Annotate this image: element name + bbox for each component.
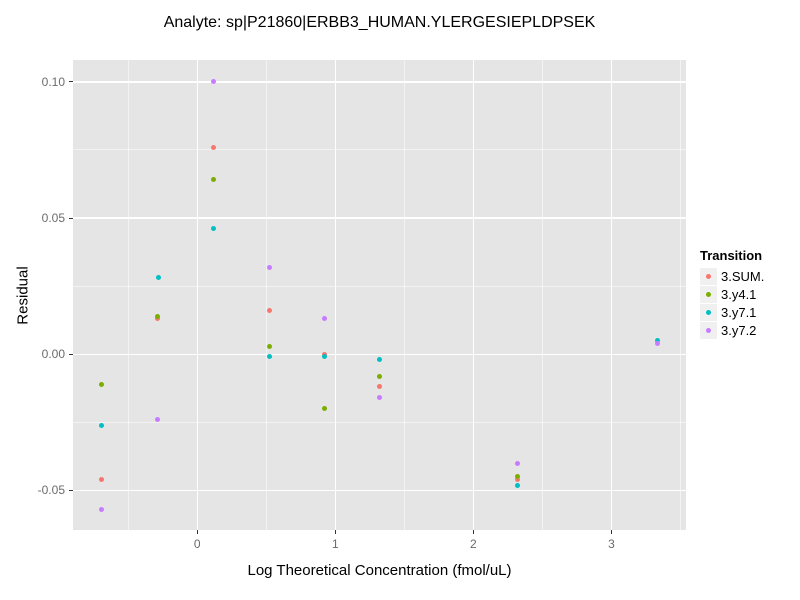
gridline-major-horizontal (73, 217, 686, 219)
gridline-minor-vertical (265, 60, 267, 530)
legend-key (700, 303, 717, 321)
data-point-3.y7.2 (154, 417, 160, 423)
legend-entry: 3.y4.1 (700, 285, 764, 303)
data-point-3.SUM. (321, 351, 327, 357)
data-point-3.y7.2 (515, 460, 521, 466)
legend-entry: 3.SUM. (700, 267, 764, 285)
data-point-3.y4.1 (515, 474, 521, 480)
gridline-minor-horizontal (73, 421, 686, 423)
data-point-3.SUM. (266, 308, 272, 314)
x-axis-tick (472, 530, 474, 534)
chart-title: Analyte: sp|P21860|ERBB3_HUMAN.YLERGESIE… (163, 14, 596, 31)
data-point-3.y7.2 (266, 264, 272, 270)
y-axis-title: Residual (14, 266, 32, 325)
x-tick-label: 0 (193, 537, 201, 551)
gridline-minor-vertical (127, 60, 129, 530)
data-point-3.y4.1 (211, 177, 217, 183)
legend-entry: 3.y7.1 (700, 303, 764, 321)
data-point-3.y7.1 (266, 354, 272, 360)
data-point-3.y7.2 (321, 316, 327, 322)
x-tick-label: 1 (331, 537, 339, 551)
x-axis-tick (334, 530, 336, 534)
gridline-minor-horizontal (73, 149, 686, 151)
legend-label: 3.y7.1 (721, 304, 757, 320)
x-tick-label: 2 (470, 537, 477, 551)
legend-dot (706, 291, 711, 297)
gridline-major-vertical (334, 60, 337, 530)
y-axis-tick (69, 489, 73, 491)
legend-label: 3.y7.2 (721, 322, 757, 338)
data-point-3.SUM. (515, 477, 521, 483)
y-tick-label: 0.05 (41, 211, 65, 226)
data-point-3.y7.1 (377, 357, 382, 363)
gridline-major-vertical (196, 60, 198, 530)
gridline-major-vertical (610, 60, 613, 530)
gridline-minor-vertical (541, 60, 543, 530)
data-point-3.SUM. (211, 144, 217, 150)
y-tick-label: 0.10 (41, 74, 65, 89)
legend-key (700, 321, 717, 339)
legend-key (700, 285, 717, 303)
data-point-3.y7.1 (211, 226, 217, 232)
data-point-3.y4.1 (154, 313, 160, 319)
plot-panel (73, 60, 686, 530)
legend-key (700, 267, 717, 285)
data-point-3.y4.1 (321, 406, 327, 412)
data-point-3.y7.1 (321, 354, 327, 360)
gridline-major-horizontal (73, 489, 686, 492)
data-point-3.SUM. (154, 316, 160, 322)
data-point-3.y7.1 (99, 422, 105, 428)
gridline-minor-vertical (679, 60, 681, 530)
x-axis-tick (196, 530, 198, 534)
y-axis-tick (69, 353, 73, 355)
gridline-major-vertical (472, 60, 475, 530)
data-point-3.y7.1 (515, 482, 521, 488)
legend-dot (706, 273, 711, 279)
x-tick-label: 3 (608, 537, 615, 551)
y-axis-tick (69, 217, 73, 219)
data-point-3.y7.2 (211, 79, 217, 85)
legend-dot (706, 327, 711, 333)
legend-title: Transition (700, 248, 763, 263)
data-point-3.y7.1 (654, 338, 660, 344)
data-point-3.SUM. (377, 384, 382, 390)
legend-dot (706, 309, 711, 315)
gridline-major-horizontal (73, 353, 686, 355)
legend-label: 3.y4.1 (721, 286, 757, 302)
x-axis-tick (610, 530, 612, 534)
y-axis-tick (69, 81, 73, 83)
x-axis-title: Log Theoretical Concentration (fmol/uL) (247, 562, 512, 579)
data-point-3.y7.2 (654, 340, 660, 346)
data-point-3.y4.1 (266, 343, 272, 349)
gridline-major-horizontal (73, 81, 686, 83)
y-tick-label: -0.05 (37, 483, 65, 498)
legend-items: 3.SUM. 3.y4.1 3.y7.1 3.y7.2 (700, 267, 764, 339)
gridline-minor-horizontal (73, 285, 686, 287)
data-point-3.y7.1 (156, 275, 162, 281)
legend-entry: 3.y7.2 (700, 321, 764, 339)
legend: Transition 3.SUM. 3.y4.1 3.y7.1 3.y7.2 (700, 248, 764, 339)
legend-label: 3.SUM. (721, 268, 765, 284)
data-point-3.SUM. (99, 477, 105, 483)
data-point-3.y4.1 (99, 381, 105, 387)
data-point-3.y4.1 (377, 373, 382, 379)
data-point-3.y7.2 (377, 395, 382, 401)
y-tick-label: 0.00 (41, 347, 65, 362)
gridline-minor-vertical (403, 60, 405, 530)
data-point-3.y7.2 (99, 507, 105, 513)
